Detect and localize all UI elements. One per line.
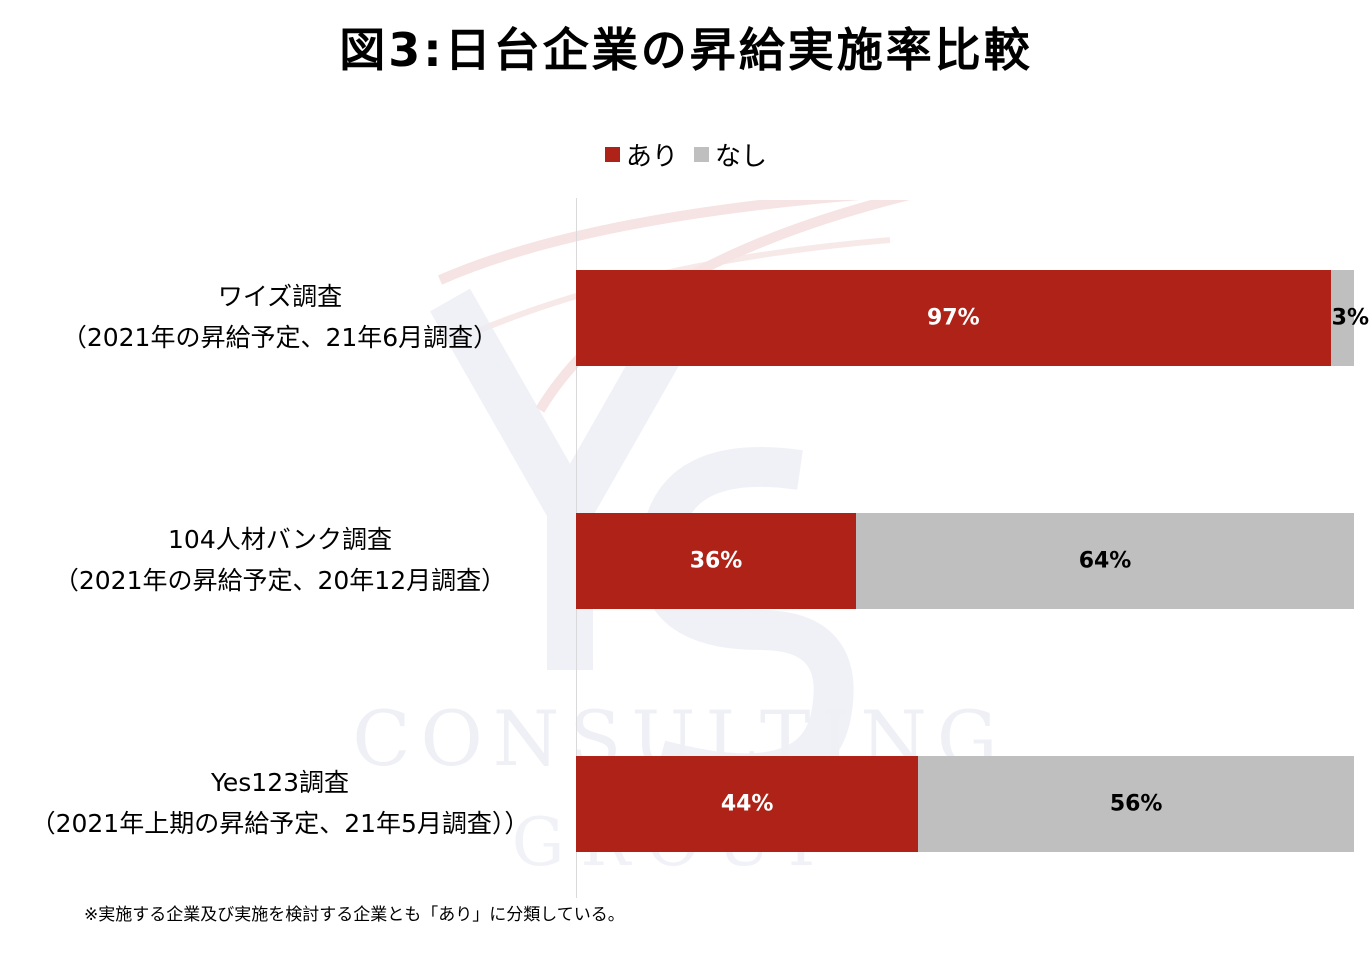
data-label-nashi: 64% (1078, 548, 1132, 574)
category-label-subtitle: （2021年の昇給予定、21年6月調査） (61, 323, 499, 352)
legend-item-ari: あり (604, 136, 678, 173)
legend-label-nashi: なし (715, 142, 768, 172)
data-label-ari: 44% (720, 791, 774, 817)
bar-segment-ari (576, 270, 1331, 366)
chart-title: 図3:日台企業の昇給実施率比較 (339, 23, 1033, 77)
category-label-subtitle: （2021年の昇給予定、20年12月調査） (53, 566, 507, 595)
data-label-ari: 36% (689, 548, 743, 574)
data-label-nashi: 56% (1109, 791, 1163, 817)
legend: あり なし (0, 136, 1372, 173)
bar-segment-nashi (856, 513, 1354, 609)
legend-label-ari: あり (625, 142, 678, 172)
bar-segment-ari (576, 756, 919, 852)
bar-segment-nashi (918, 756, 1354, 852)
category-label-title: 104人材バンク調査 (168, 525, 392, 554)
data-label-ari: 97% (926, 305, 980, 331)
category-label-title: Yes123調査 (210, 768, 350, 797)
data-label-nashi: 3% (1331, 305, 1370, 331)
bar-segment-nashi (1330, 270, 1354, 366)
legend-swatch-nashi (694, 147, 709, 162)
category-label-subtitle: （2021年上期の昇給予定、21年5月調査）） (30, 809, 530, 838)
category-label-title: ワイズ調査 (217, 282, 343, 311)
footnote: ※実施する企業及び実施を検討する企業とも「あり」に分類している。 (84, 905, 625, 925)
bar-segment-ari (576, 513, 857, 609)
legend-item-nashi: なし (694, 136, 767, 173)
legend-swatch-ari (604, 147, 620, 162)
